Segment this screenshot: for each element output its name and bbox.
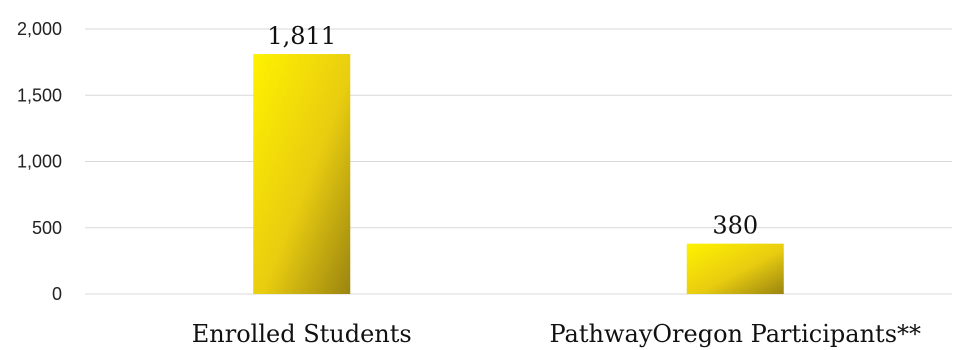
y-tick-label: 2,000	[17, 19, 62, 39]
x-axis-categories: Enrolled Students PathwayOregon Participa…	[192, 320, 921, 348]
y-tick-label: 1,500	[17, 85, 62, 105]
data-label: 1,811	[267, 22, 336, 50]
bars	[253, 54, 784, 295]
category-label: PathwayOregon Participants**	[549, 320, 921, 348]
bar	[686, 243, 784, 294]
category-label: Enrolled Students	[192, 320, 412, 348]
data-labels: 1,811 380	[267, 22, 758, 240]
y-axis-ticks: 0 500 1,000 1,500 2,000	[17, 19, 62, 304]
y-tick-label: 500	[32, 218, 62, 238]
bar	[253, 54, 351, 295]
gridlines	[85, 28, 952, 295]
y-tick-label: 1,000	[17, 152, 62, 172]
y-tick-label: 0	[52, 284, 62, 304]
data-label: 380	[712, 212, 758, 240]
